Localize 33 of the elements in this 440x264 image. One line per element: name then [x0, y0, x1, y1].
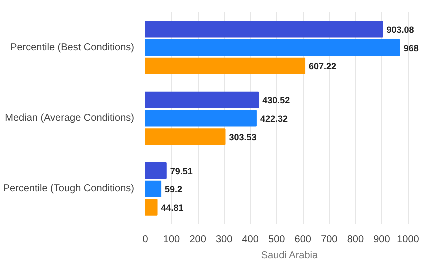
data-label: 430.52: [262, 96, 290, 106]
x-tick-label: 800: [347, 234, 364, 246]
x-tick-label: 1000: [397, 234, 420, 246]
bar: [146, 40, 400, 56]
data-label: 968: [404, 43, 419, 54]
data-label: 44.81: [161, 203, 184, 214]
bar: [146, 180, 162, 198]
bar: [146, 199, 158, 216]
data-label: 903.08: [386, 24, 414, 35]
data-label: 59.2: [165, 184, 183, 195]
data-label: 303.53: [229, 132, 257, 142]
x-tick-label: 900: [374, 234, 391, 246]
data-label: 79.51: [170, 166, 193, 176]
x-tick-label: 700: [321, 234, 338, 246]
bar: [146, 21, 384, 38]
x-tick-label: 100: [163, 234, 181, 246]
bar: [146, 110, 257, 127]
bar: [146, 162, 167, 180]
data-label: 422.32: [260, 114, 288, 124]
bar: [146, 58, 306, 75]
x-tick-label: 200: [190, 234, 207, 246]
data-label: 607.22: [309, 62, 337, 72]
y-tick-label: Percentile (Best Conditions): [10, 42, 135, 54]
x-tick-label: 600: [294, 234, 312, 246]
bar: [146, 92, 260, 108]
y-tick-label: Median (Average Conditions): [5, 113, 135, 124]
x-tick-label: 500: [268, 234, 286, 246]
x-axis-title: Saudi Arabia: [261, 250, 319, 262]
x-tick-label: 0: [142, 234, 149, 246]
x-tick-label: 400: [242, 234, 260, 246]
y-tick-label: Percentile (Tough Conditions): [3, 184, 135, 195]
bar: [146, 128, 226, 146]
x-tick-label: 300: [216, 234, 234, 246]
